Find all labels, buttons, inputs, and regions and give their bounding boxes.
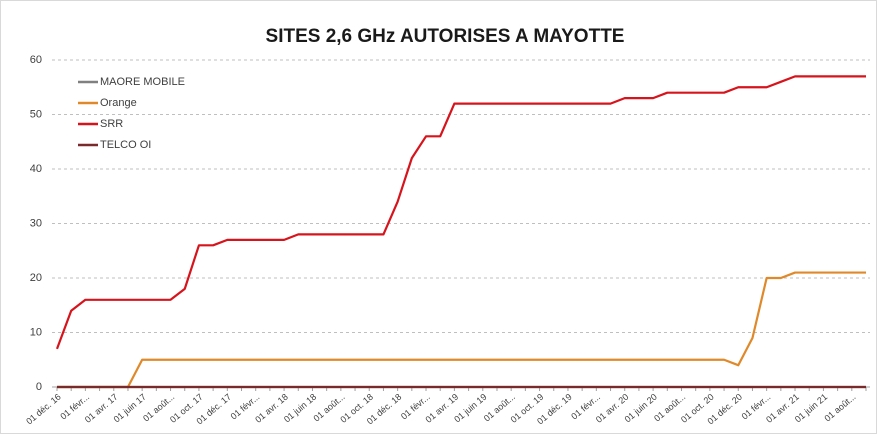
- legend-label: Orange: [100, 97, 137, 109]
- y-tick-label: 50: [30, 108, 42, 120]
- y-tick-label: 30: [30, 217, 42, 229]
- y-tick-label: 60: [30, 54, 42, 66]
- y-tick-label: 40: [30, 163, 42, 175]
- series-line: [57, 271, 866, 389]
- legend-label: SRR: [100, 118, 123, 130]
- chart-title: SITES 2,6 GHz AUTORISES A MAYOTTE: [266, 26, 625, 47]
- y-tick-label: 20: [30, 272, 42, 284]
- series-line: [55, 75, 866, 350]
- y-tick-label: 0: [36, 381, 42, 393]
- legend-label: MAORE MOBILE: [100, 76, 185, 88]
- y-tick-label: 10: [30, 326, 42, 338]
- legend-label: TELCO OI: [100, 139, 151, 151]
